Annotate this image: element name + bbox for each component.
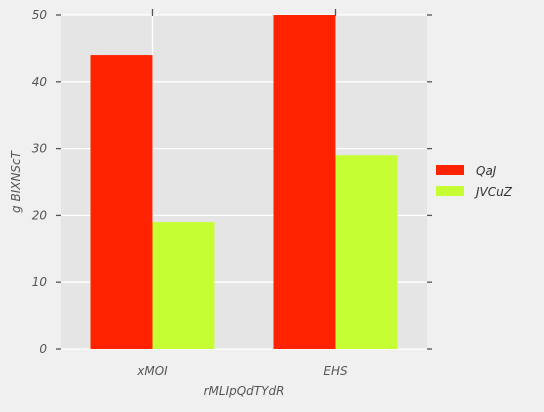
bar-QaJ-xMOI	[90, 55, 153, 350]
legend-label: JVCuZ	[474, 185, 513, 199]
x-tick-label: xMOI	[136, 364, 168, 378]
y-tick-label: 20	[32, 208, 48, 222]
y-axis-label: g BIXNScT	[9, 149, 23, 213]
y-tick-label: 10	[32, 275, 48, 289]
bars	[90, 15, 398, 350]
x-axis-label: rMLIpQdTYdR	[204, 384, 285, 398]
bar-JVCuZ-xMOI	[152, 222, 215, 349]
y-tick-label: 40	[32, 75, 48, 89]
bar-QaJ-EHS	[273, 15, 336, 349]
y-tick-label: 0	[39, 342, 47, 356]
legend: QaJ JVCuZ	[436, 164, 513, 199]
legend-swatch	[436, 165, 464, 175]
legend-swatch	[436, 186, 464, 196]
y-tick-label: 30	[32, 142, 48, 156]
x-tick-label: EHS	[323, 364, 348, 378]
axis-ticks: 0 10 20 30 40 50 xMOI EHS	[32, 8, 432, 378]
bar-JVCuZ-EHS	[335, 155, 398, 349]
legend-label: QaJ	[476, 164, 497, 178]
y-tick-label: 50	[32, 8, 48, 22]
